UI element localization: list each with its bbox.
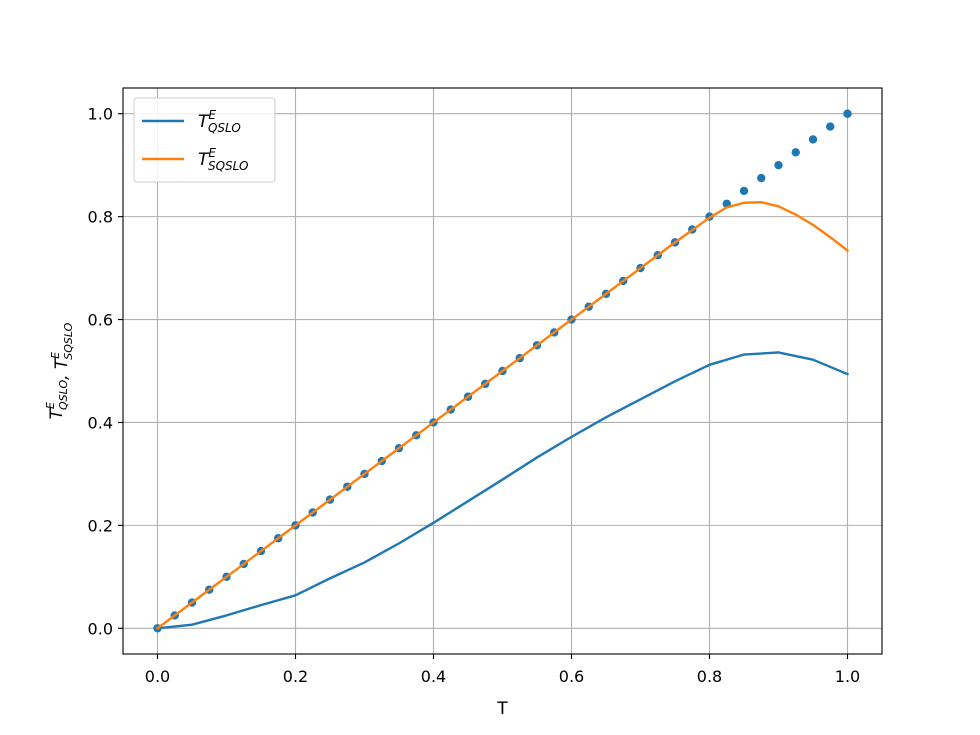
y-axis-label: TEQSLO, TESQSLO (44, 322, 75, 419)
x-tick-label: 1.0 (835, 667, 860, 686)
scatter-point (757, 173, 766, 183)
legend: TE QSLO TE SQSLO (133, 97, 276, 183)
y-tick-label: 0.2 (88, 516, 113, 535)
series-line-2 (155, 201, 850, 630)
y-tick-label: 1.0 (88, 105, 113, 124)
legend-label: TE QSLO (198, 108, 241, 135)
scatter-point (739, 186, 749, 196)
x-tick-label: 0.4 (421, 667, 446, 686)
y-axis-label-text: TEQSLO, TESQSLO (44, 322, 75, 419)
x-tick-label: 0.0 (145, 667, 170, 686)
y-tick-label: 0.0 (88, 619, 113, 638)
scatter-point (774, 160, 783, 170)
y-tick-label: 0.8 (88, 208, 113, 227)
y-tick-label: 0.6 (88, 311, 113, 330)
y-tick-label: 0.4 (88, 413, 113, 432)
series-line-1 (156, 351, 850, 630)
x-axis-label: T (496, 699, 508, 719)
x-tick-label: 0.8 (697, 667, 722, 686)
scatter-point (808, 135, 818, 144)
x-tick-label: 0.6 (559, 667, 584, 686)
legend-box (133, 97, 276, 183)
scatter-point (826, 122, 835, 131)
scatter-point (843, 109, 852, 118)
plot-area (153, 109, 852, 633)
scatter-point (791, 148, 800, 157)
legend-label: TE SQSLO (198, 146, 248, 173)
x-tick-label: 0.2 (283, 667, 308, 686)
grid (123, 88, 882, 654)
ticks: 0.0 0.2 0.4 0.6 0.8 1.0 0.0 0.2 0.4 0.6 0.8 1.0 (88, 105, 861, 686)
axes-frame (122, 87, 883, 655)
